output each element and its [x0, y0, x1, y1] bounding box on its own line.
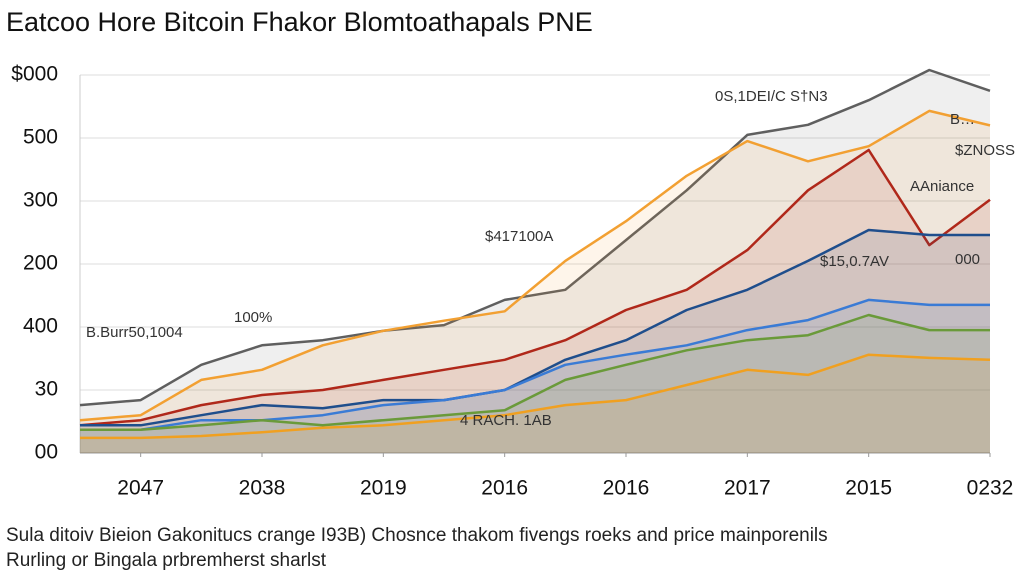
x-tick-label: 2019 [360, 477, 407, 500]
annotation: 000 [955, 251, 980, 268]
y-tick-label: 300 [23, 189, 58, 212]
series-line [80, 298, 990, 431]
series-area [80, 150, 990, 453]
y-tick-label: $000 [11, 63, 58, 86]
series-area [80, 70, 990, 453]
x-tick-label: 2038 [239, 477, 286, 500]
subtitle: Rurling or Bingala prbremherst sharlst [6, 550, 327, 571]
y-tick-label: 500 [23, 126, 58, 149]
x-tick-label: 2017 [724, 477, 771, 500]
series-line [80, 228, 990, 427]
annotation: AAniance [910, 178, 974, 195]
subtitle: Sula ditoiv Bieion Gakonitucs crange I93… [6, 525, 828, 546]
x-tick-label: 0232 [967, 477, 1014, 500]
annotation: B.Burr50,1004 [86, 324, 183, 341]
y-tick-label: 200 [23, 252, 58, 275]
series-line [79, 68, 991, 407]
x-tick-label: 2016 [481, 477, 528, 500]
y-tick-label: 30 [35, 378, 58, 401]
annotation: 4 RACH. 1AB [460, 412, 552, 429]
x-tick-label: 2016 [603, 477, 650, 500]
series-line [80, 353, 991, 440]
x-tick-label: 2015 [845, 477, 892, 500]
series-line [80, 313, 990, 431]
series-area [80, 230, 990, 453]
series-area [80, 354, 990, 453]
chart-title: Eatcoo Hore Bitcoin Fhakor Blomtoathapal… [6, 7, 593, 37]
annotation: 0S,1DEI/C S†N3 [715, 88, 828, 105]
y-tick-label: 00 [35, 441, 58, 464]
annotation: $ZNOSS [955, 142, 1015, 159]
series-line [79, 148, 991, 427]
y-tick-label: 400 [23, 315, 58, 338]
x-tick-label: 2047 [117, 477, 164, 500]
series-area [80, 110, 990, 454]
annotation: $417100A [485, 228, 553, 245]
annotation: B… [950, 111, 975, 128]
series-line [79, 109, 991, 422]
series-area [80, 315, 990, 453]
annotation: $15,0.7AV [820, 253, 889, 270]
annotation: 100% [234, 309, 272, 326]
